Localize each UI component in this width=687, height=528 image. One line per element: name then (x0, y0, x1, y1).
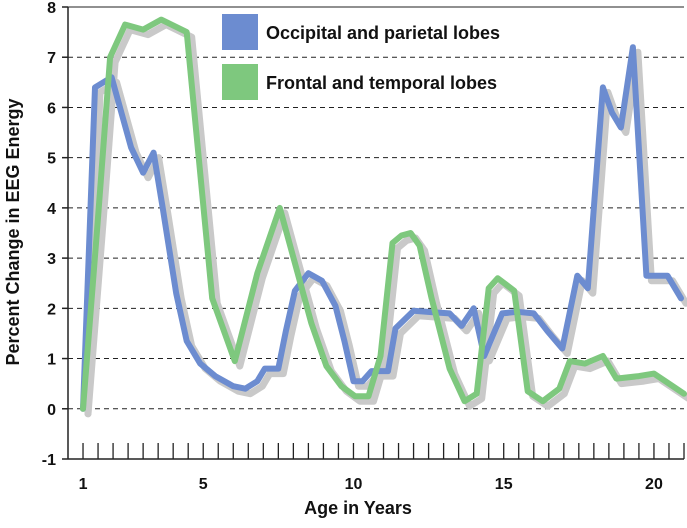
x-tick-label: 1 (79, 476, 88, 493)
legend-swatch-frontal-temporal (222, 64, 258, 100)
x-tick-label: 20 (645, 476, 663, 493)
x-tick-label: 10 (345, 476, 363, 493)
legend: Occipital and parietal lobes Frontal and … (222, 14, 500, 100)
series-line-frontal-temporal (80, 16, 687, 412)
y-tick-label: 7 (47, 50, 56, 67)
y-axis-title: Percent Change in EEG Energy (3, 98, 23, 365)
x-axis-title: Age in Years (304, 498, 412, 518)
axis-layer (62, 6, 685, 460)
y-tick-label: 1 (47, 352, 56, 369)
series-line-occipital-parietal (80, 44, 684, 412)
y-tick-label: 0 (47, 402, 56, 419)
y-tick-label: 8 (47, 0, 56, 17)
y-tick-label: 4 (47, 201, 56, 218)
series-shadow-1 (84, 21, 687, 418)
y-tick-label: 6 (47, 100, 56, 117)
y-tick-label: 3 (47, 251, 56, 268)
y-tick-label: 5 (47, 151, 56, 168)
x-tick-label: 15 (495, 476, 513, 493)
series-layer (80, 16, 687, 418)
x-tick-label: 5 (199, 476, 208, 493)
y-tick-label: -1 (42, 452, 56, 469)
legend-label-occipital-parietal: Occipital and parietal lobes (266, 23, 500, 43)
legend-label-frontal-temporal: Frontal and temporal lobes (266, 73, 497, 93)
legend-swatch-occipital-parietal (222, 14, 258, 50)
y-tick-label: 2 (47, 301, 56, 318)
